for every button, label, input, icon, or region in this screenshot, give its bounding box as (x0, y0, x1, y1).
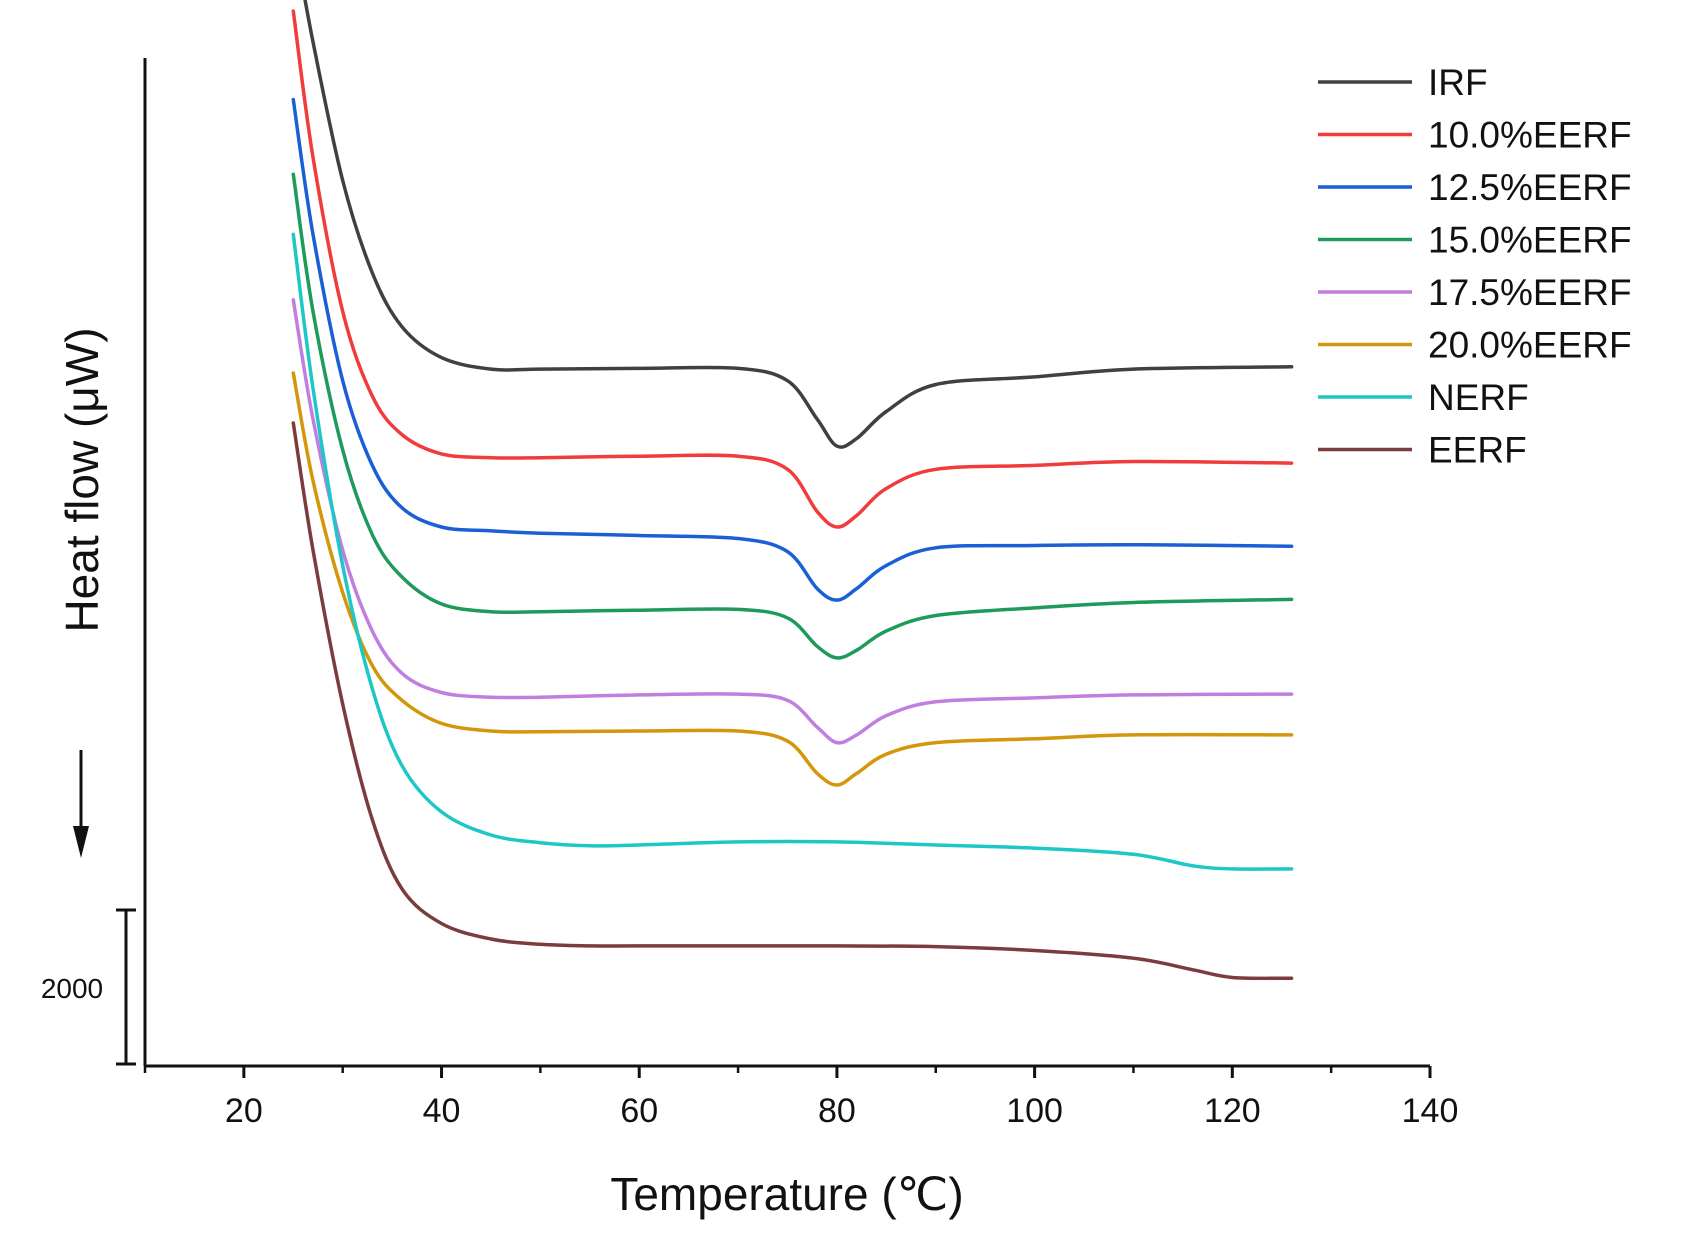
legend-label-12-5-eerf: 12.5%EERF (1428, 167, 1632, 208)
direction-arrow-head (73, 826, 89, 858)
legend-label-20-0-eerf: 20.0%EERF (1428, 325, 1632, 366)
x-tick-label: 120 (1204, 1092, 1261, 1130)
x-axis-title: Temperature (℃) (610, 1168, 963, 1220)
series-line-12-5-eerf (291, 97, 1294, 602)
scale-bar: 2000 (41, 908, 136, 1066)
scale-bar-label: 2000 (41, 973, 103, 1004)
legend-label-eerf: EERF (1428, 430, 1527, 471)
direction-arrow (73, 750, 89, 858)
y-axis-title: Heat flow (μW) (56, 327, 108, 632)
x-tick-label: 100 (1006, 1092, 1063, 1130)
legend-label-15-0-eerf: 15.0%EERF (1428, 220, 1632, 261)
legend: IRF 10.0%EERF 12.5%EERF 15.0%EERF 17.5%EERF 2… (1318, 62, 1632, 471)
series-line-15-0-eerf (291, 172, 1294, 660)
x-tick-label: 60 (620, 1092, 658, 1130)
series-line-nerf (291, 232, 1294, 871)
axes (143, 58, 1430, 1068)
series-group (291, 0, 1294, 981)
x-tick-label: 40 (423, 1092, 461, 1130)
x-tick-label: 80 (818, 1092, 856, 1130)
series-line-17-5-eerf (291, 298, 1294, 745)
series-line-10-0-eerf (291, 9, 1294, 529)
series-line-eerf (291, 421, 1294, 981)
legend-label-nerf: NERF (1428, 377, 1529, 418)
series-line-irf (303, 0, 1294, 449)
legend-label-17-5-eerf: 17.5%EERF (1428, 272, 1632, 313)
series-line-20-0-eerf (291, 371, 1294, 787)
legend-label-irf: IRF (1428, 62, 1488, 103)
x-ticks: 20 40 60 80 100 120 140 (143, 1066, 1459, 1130)
legend-label-10-0-eerf: 10.0%EERF (1428, 115, 1632, 156)
x-tick-label: 20 (225, 1092, 263, 1130)
x-tick-label: 140 (1402, 1092, 1459, 1130)
